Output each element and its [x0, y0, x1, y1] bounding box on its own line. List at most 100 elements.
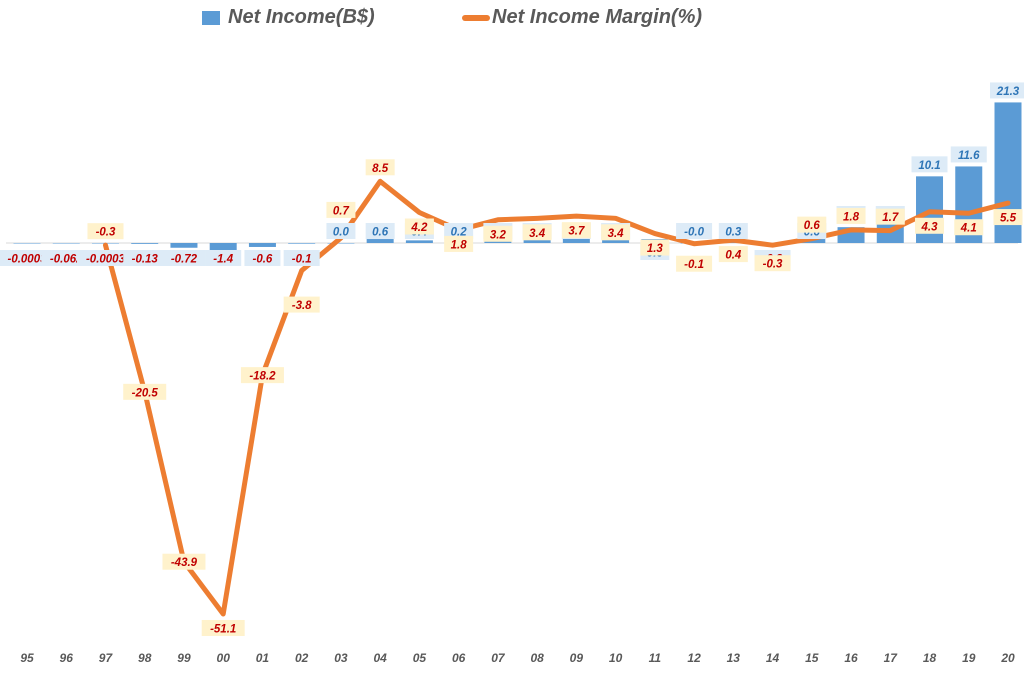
line-label-07-bg [483, 225, 513, 242]
line-label-12-bg [676, 255, 713, 272]
x-tick-02: 02 [295, 651, 309, 665]
x-tick-00: 00 [217, 651, 231, 665]
line-label-12: -0.1 [684, 259, 704, 271]
bar-label-20-bg [990, 82, 1024, 99]
line-label-10: 3.4 [608, 228, 625, 240]
bar-label-18-bg [911, 156, 948, 173]
legend-item-net-income-margin[interactable]: Net Income Margin(%) [462, 6, 702, 29]
bar-01 [248, 243, 276, 247]
x-tick-15: 15 [805, 651, 819, 665]
line-label-17: 1.7 [882, 212, 899, 224]
bar-05 [405, 240, 433, 243]
line-label-14-bg [754, 255, 791, 272]
line-label-11-bg [640, 239, 670, 256]
x-tick-07: 07 [491, 651, 506, 665]
line-label-15: 0.6 [804, 220, 821, 232]
line-label-01: -18.2 [249, 371, 276, 383]
x-tick-13: 13 [727, 651, 741, 665]
bar-95 [13, 243, 41, 244]
bar-label-03: 0.0 [333, 227, 350, 239]
x-tick-09: 09 [570, 651, 584, 665]
legend-label-net-income-margin: Net Income Margin(%) [492, 6, 703, 28]
bar-label-00: -1.4 [213, 254, 233, 266]
bar-label-06-bg [444, 223, 474, 239]
x-tick-20: 20 [1000, 651, 1015, 665]
line-label-18-bg [915, 217, 945, 234]
bar-02 [288, 243, 316, 244]
bar-label-98: -0.13 [132, 254, 159, 266]
line-label-16-bg [836, 207, 866, 224]
line-label-08: 3.4 [529, 228, 546, 240]
line-label-97: -0.3 [96, 227, 116, 239]
line-label-97-bg [87, 223, 124, 240]
line-label-10-bg [601, 224, 631, 241]
bar-label-19: 11.6 [958, 150, 980, 162]
line-label-00-bg [201, 619, 245, 636]
x-tick-14: 14 [766, 651, 780, 665]
bar-label-02-bg [283, 250, 320, 266]
bar-09 [562, 237, 590, 243]
line-label-02: -3.8 [292, 300, 312, 312]
bar-label-01: -0.6 [253, 254, 273, 266]
legend-item-net-income[interactable]: Net Income(B$) [202, 6, 375, 29]
bar-label-95: -0.0003 [7, 254, 47, 266]
bar-08 [523, 239, 551, 243]
bar-label-02: -0.1 [292, 254, 312, 266]
bar-label-13-bg [718, 223, 748, 239]
line-label-09: 3.7 [568, 226, 585, 238]
line-label-08-bg [522, 224, 552, 241]
x-tick-97: 97 [99, 651, 114, 665]
bar-label-97-bg [76, 250, 134, 266]
x-tick-99: 99 [177, 651, 191, 665]
line-label-03: 0.7 [333, 205, 350, 217]
x-tick-06: 06 [452, 651, 466, 665]
x-tick-95: 95 [20, 651, 34, 665]
legend-label-net-income: Net Income(B$) [228, 6, 375, 28]
line-label-99-bg [162, 553, 206, 570]
bar-label-18: 10.1 [918, 160, 940, 172]
x-tick-17: 17 [884, 651, 899, 665]
line-label-14: -0.3 [763, 259, 783, 271]
bar-00 [209, 243, 237, 253]
line-label-16: 1.8 [843, 211, 860, 223]
line-label-13-bg [718, 246, 748, 263]
line-label-98-bg [123, 383, 167, 400]
x-tick-04: 04 [373, 651, 387, 665]
legend-swatch-bar [202, 10, 220, 25]
bar-label-13: 0.3 [725, 227, 742, 239]
line-label-02-bg [283, 296, 320, 313]
line-label-20: 5.5 [1000, 213, 1017, 225]
line-label-17-bg [875, 208, 905, 225]
line-label-98: -20.5 [132, 387, 159, 399]
line-label-01-bg [240, 367, 284, 384]
line-label-11: 1.3 [647, 243, 664, 255]
x-tick-11: 11 [649, 651, 662, 665]
bar-label-12: -0.0 [684, 227, 704, 239]
bar-label-99-bg [162, 250, 206, 266]
line-label-05-bg [404, 218, 434, 235]
x-tick-12: 12 [687, 651, 701, 665]
x-tick-05: 05 [413, 651, 427, 665]
bar-99 [170, 243, 198, 248]
line-label-04: 8.5 [372, 163, 389, 175]
bar-label-99: -0.72 [171, 254, 198, 266]
x-tick-10: 10 [609, 651, 623, 665]
x-tick-03: 03 [334, 651, 348, 665]
line-label-99: -43.9 [171, 557, 198, 569]
line-label-06-bg [444, 235, 474, 252]
bar-label-12-bg [676, 223, 713, 239]
line-label-18: 4.3 [921, 221, 939, 233]
bar-label-01-bg [244, 250, 281, 266]
line-label-04-bg [365, 159, 395, 176]
line-label-05: 4.2 [410, 222, 428, 234]
line-label-07: 3.2 [490, 229, 507, 241]
line-label-00: -51.1 [210, 623, 236, 635]
bar-label-03-bg [326, 223, 356, 239]
line-label-09-bg [561, 222, 591, 239]
bar-label-96: -0.062 [50, 254, 83, 266]
x-tick-98: 98 [138, 651, 152, 665]
legend: Net Income(B$) Net Income Margin(%) [0, 6, 1024, 38]
x-tick-18: 18 [923, 651, 937, 665]
bar-label-97: -0.0003 [86, 254, 126, 266]
